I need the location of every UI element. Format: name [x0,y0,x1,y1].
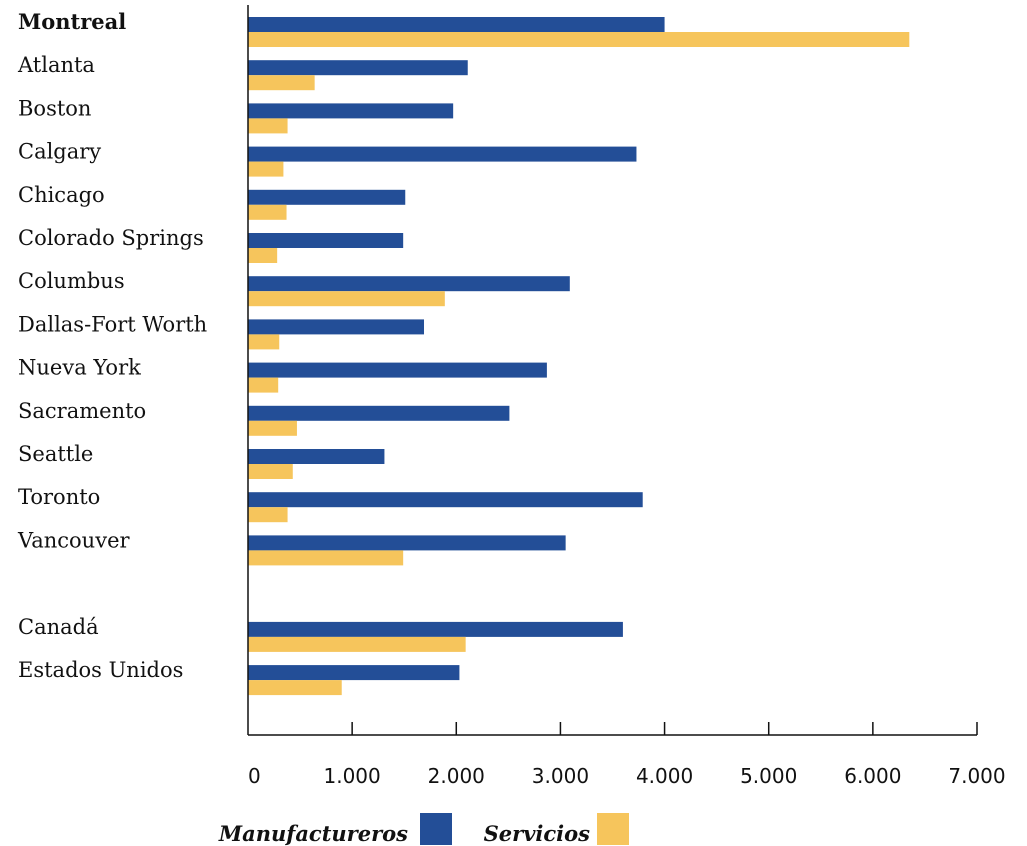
category-label-seattle: Seattle [18,442,93,466]
legend-swatch-servicios [597,813,629,845]
bar-manufactureros-estados-unidos [248,665,460,681]
bar-servicios-dallas-fort-worth [248,334,280,350]
category-label-columbus: Columbus [18,269,125,293]
bar-servicios-calgary [248,161,284,177]
x-tick-label: 7.000 [948,764,1005,788]
bar-manufactureros-columbus [248,276,570,292]
bar-manufactureros-vancouver [248,535,566,551]
bar-servicios-columbus [248,291,445,307]
bar-servicios-sacramento [248,420,297,436]
bar-manufactureros-calgary [248,146,637,162]
bar-manufactureros-colorado-springs [248,233,404,248]
category-label-atlanta: Atlanta [17,53,95,77]
category-label-vancouver: Vancouver [17,528,131,552]
category-label-calgary: Calgary [18,140,101,164]
bar-manufactureros-toronto [248,492,643,508]
category-label-chicago: Chicago [18,183,105,207]
bar-servicios-boston [248,118,288,134]
x-tick-label: 1.000 [324,764,381,788]
bars-group [248,17,910,696]
category-label-estados-unidos: Estados Unidos [18,658,183,682]
bar-servicios-estados-unidos [248,680,342,696]
bar-servicios-colorado-springs [248,248,278,263]
category-label-toronto: Toronto [18,485,100,509]
category-labels: Montreal Atlanta Boston Calgary Chicago Color… [17,9,207,682]
bar-manufactureros-canada [248,621,623,637]
x-tick-label: 4.000 [636,764,693,788]
category-label-nueva-york: Nueva York [18,356,141,380]
x-tick-label: 3.000 [532,764,589,788]
x-ticks: 0 1.000 2.000 3.000 4.000 5.000 6.000 7.000 [248,722,1006,788]
bar-manufactureros-boston [248,103,454,119]
bar-manufactureros-dallas-fort-worth [248,319,425,335]
category-label-dallas-fort-worth: Dallas-Fort Worth [18,312,207,336]
bar-servicios-chicago [248,204,287,220]
bar-servicios-nueva-york [248,377,279,393]
axes [247,5,977,736]
legend-label-manufactureros: Manufactureros [218,821,408,846]
bar-manufactureros-sacramento [248,405,510,421]
category-label-sacramento: Sacramento [18,399,146,423]
bar-manufactureros-chicago [248,189,406,205]
bar-manufactureros-montreal [248,17,665,32]
bar-manufactureros-seattle [248,449,385,464]
category-label-montreal: Montreal [18,9,126,34]
category-label-boston: Boston [18,96,91,120]
legend: Manufactureros Servicios [218,813,629,846]
bar-manufactureros-atlanta [248,60,468,76]
category-label-colorado-springs: Colorado Springs [18,226,204,250]
legend-swatch-manufactureros [420,813,452,845]
x-tick-label: 2.000 [428,764,485,788]
bar-servicios-montreal [248,32,910,47]
bar-servicios-canada [248,636,466,652]
legend-label-servicios: Servicios [484,821,591,846]
bar-manufactureros-nueva-york [248,362,547,378]
bar-servicios-vancouver [248,550,404,566]
category-label-canada: Canadá [18,615,99,639]
bar-servicios-atlanta [248,75,315,91]
x-tick-label: 0 [248,764,261,788]
bar-servicios-toronto [248,507,288,523]
x-tick-label: 5.000 [740,764,797,788]
x-tick-label: 6.000 [844,764,901,788]
bar-servicios-seattle [248,464,293,479]
